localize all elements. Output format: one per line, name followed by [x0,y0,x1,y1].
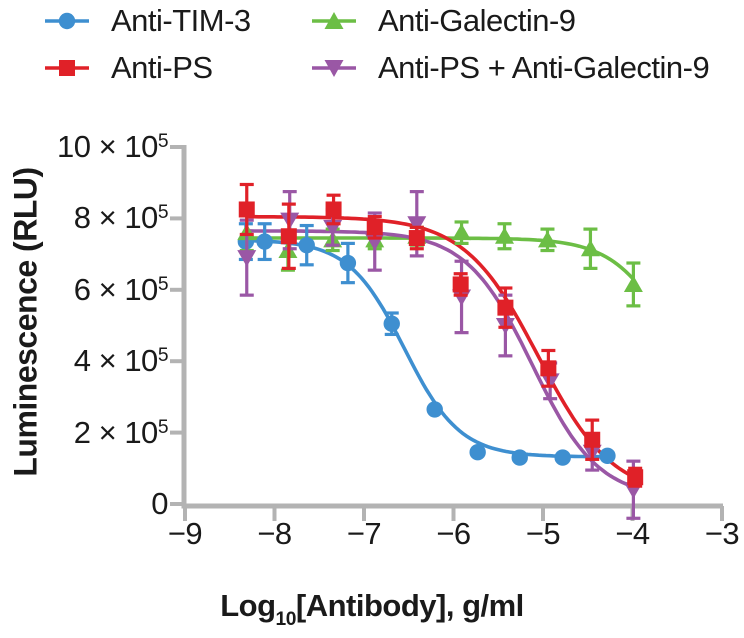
data-point-anti-ps [540,360,557,377]
y-tick-label-main: 8 × 10 [73,200,159,236]
curve-anti-ps-anti-galectin-9 [246,229,635,489]
x-axis-title-rest: [Antibody], g/ml [295,588,524,623]
y-tick-label: 10 × 105 [20,127,168,172]
x-tick-label: −4 [615,516,650,551]
x-tick-label: −5 [525,516,561,551]
data-point-anti-galectin-9 [452,223,472,241]
legend-marker-circle [45,12,89,30]
x-axis-title: Log10[Antibody], g/ml [0,588,744,631]
data-point-anti-ps [584,431,601,448]
curve-anti-tim-3 [245,238,608,459]
y-tick-label-main: 10 × 10 [57,129,158,164]
data-point-anti-galectin-9 [537,230,557,248]
x-axis-title-subscript: 10 [275,609,297,631]
data-point-anti-tim-3 [599,447,616,465]
legend-label: Anti-PS [111,50,213,85]
y-tick-label-exponent: 5 [157,416,169,438]
data-point-anti-tim-3 [256,233,273,250]
legend-label: Anti-TIM-3 [111,3,251,38]
y-tick-label-exponent: 5 [157,345,169,367]
y-tick-label-exponent: 5 [157,202,169,224]
curve-anti-galectin-9 [246,236,635,281]
y-tick-label-main: 0 [151,486,168,521]
data-point-anti-tim-3 [469,444,486,461]
data-point-anti-ps-anti-galectin-9 [540,373,560,390]
x-axis-title-prefix: Log [220,588,276,623]
legend-item-anti-ps-anti-galectin-9: Anti-PS + Anti-Galectin-9 [312,46,710,90]
y-tick-label-exponent: 5 [157,273,169,295]
data-point-anti-ps [497,299,514,316]
legend-marker-square [45,60,89,76]
legend-label: Anti-PS + Anti-Galectin-9 [378,50,710,85]
triangle-up-marker-icon [324,12,344,29]
y-tick-label-main: 2 × 10 [73,414,159,450]
triangle-down-marker-icon [324,60,344,77]
x-tick-label: −9 [167,516,203,551]
legend-item-anti-galectin-9: Anti-Galectin-9 [312,0,576,43]
data-point-anti-ps-anti-galectin-9 [237,250,257,267]
data-point-anti-ps [366,219,383,236]
data-point-anti-ps [408,230,425,247]
y-tick-label: 6 × 105 [20,270,169,315]
data-point-anti-tim-3 [298,236,315,254]
x-tick-label: −6 [436,516,471,551]
data-point-anti-tim-3 [383,315,400,332]
y-tick-label-main: 6 × 10 [73,271,159,307]
square-marker-icon [59,60,75,76]
data-point-anti-galectin-9 [580,239,600,257]
data-point-anti-ps [452,276,469,293]
y-tick-label: 8 × 105 [20,198,169,243]
legend-item-anti-tim-3: Anti-TIM-3 [45,0,251,43]
y-tick-label: 0 [20,484,168,524]
y-tick-label: 4 × 105 [20,341,169,386]
x-tick-label: −3 [704,516,740,551]
data-point-anti-tim-3 [511,449,528,466]
data-point-anti-tim-3 [426,401,443,418]
y-tick-label-exponent: 5 [157,131,169,152]
legend-label: Anti-Galectin-9 [378,3,576,38]
data-point-anti-ps [627,469,644,486]
data-point-anti-tim-3 [554,449,571,466]
y-tick-label-main: 4 × 10 [73,343,159,379]
legend-marker-triangle-down [312,60,356,77]
data-point-anti-galectin-9 [623,275,643,292]
data-point-anti-ps [238,201,255,218]
legend-marker-triangle-up [312,12,356,29]
data-point-anti-ps [280,228,297,245]
curve-anti-ps [246,214,637,480]
x-tick-label: −7 [346,516,382,551]
data-point-anti-ps-anti-galectin-9 [407,216,427,233]
circle-marker-icon [58,12,76,30]
x-tick-label: −8 [257,516,292,551]
data-point-anti-galectin-9 [495,227,515,244]
legend-item-anti-ps: Anti-PS [45,46,213,90]
data-point-anti-ps [325,201,342,218]
y-tick-label: 2 × 105 [20,413,169,458]
data-point-anti-tim-3 [339,254,357,272]
